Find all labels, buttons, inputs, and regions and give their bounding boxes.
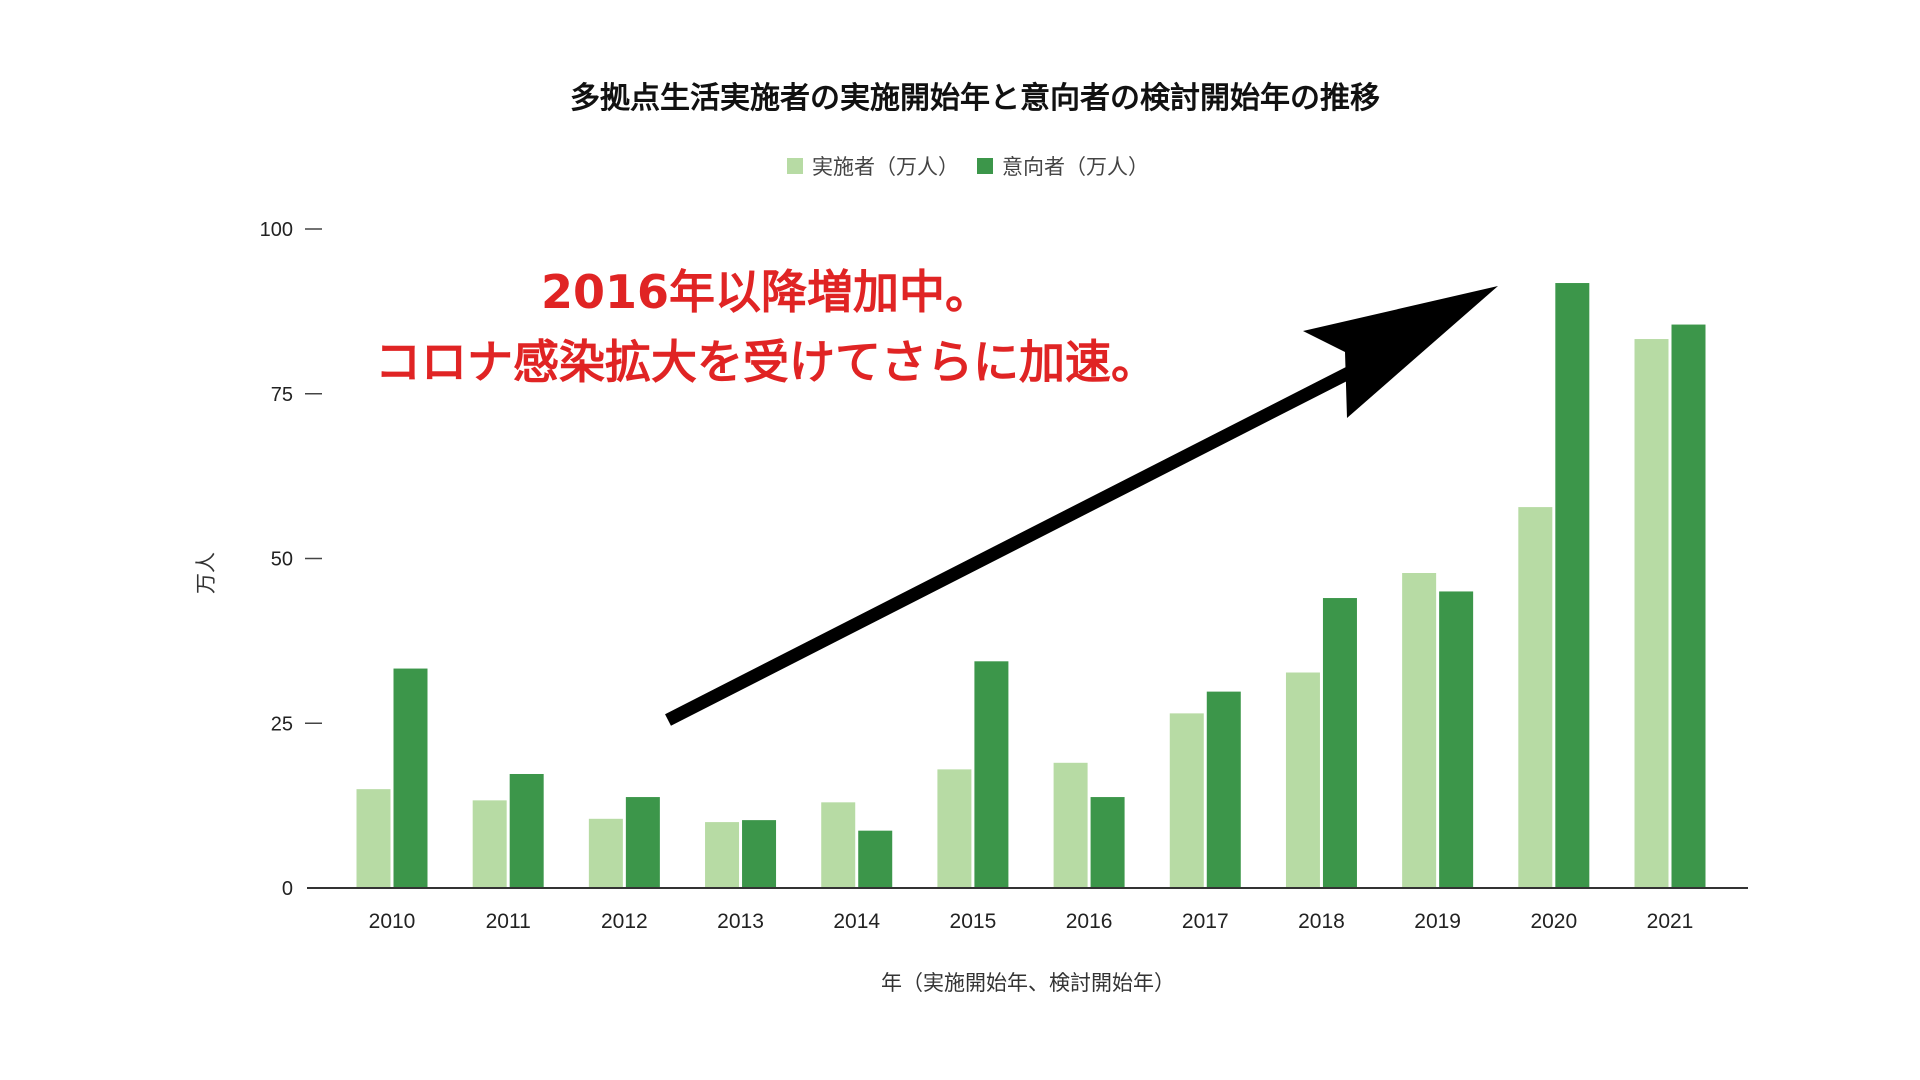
bar-2014-ikousha — [858, 830, 893, 888]
chart-title: 多拠点生活実施者の実施開始年と意向者の検討開始年の推移 — [570, 81, 1380, 116]
bars — [356, 283, 1706, 889]
bar-2017-ikousha — [1206, 691, 1241, 888]
y-tick-label-2: 50 — [271, 549, 293, 571]
bar-2010-ikousha — [393, 668, 428, 888]
y-tick-label-0: 0 — [282, 878, 293, 900]
bar-2011-jisshisha — [472, 800, 507, 888]
bar-2014-jisshisha — [821, 802, 856, 888]
bar-2017-jisshisha — [1169, 713, 1204, 888]
x-tick-label-2020: 2020 — [1530, 910, 1577, 933]
x-axis: 2010 2011 2012 2013 2014 2015 2016 2017 2018 2019… — [369, 910, 1694, 933]
bar-2019-ikousha — [1439, 591, 1474, 888]
bar-2016-jisshisha — [1053, 762, 1088, 888]
x-tick-label-2019: 2019 — [1414, 910, 1461, 933]
trend-arrow — [665, 286, 1498, 726]
legend-swatch-1 — [977, 158, 993, 174]
bar-2020-ikousha — [1555, 283, 1590, 889]
legend: 実施者（万人） 意向者（万人） — [787, 155, 1149, 179]
y-axis-title: 万人 — [194, 552, 218, 594]
bar-2011-ikousha — [509, 773, 544, 888]
x-tick-label-2013: 2013 — [717, 910, 764, 933]
bar-2012-ikousha — [625, 797, 660, 888]
y-axis: 0 25 50 75 100 — [260, 219, 322, 900]
x-tick-label-2015: 2015 — [950, 910, 997, 933]
x-tick-label-2014: 2014 — [833, 910, 880, 933]
x-tick-label-2017: 2017 — [1182, 910, 1229, 933]
x-tick-label-2018: 2018 — [1298, 910, 1345, 933]
legend-label-1: 意向者（万人） — [1002, 155, 1149, 179]
bar-2010-jisshisha — [356, 789, 391, 888]
y-tick-label-3: 75 — [271, 384, 293, 406]
bar-2019-jisshisha — [1402, 572, 1437, 888]
x-tick-label-2012: 2012 — [601, 910, 648, 933]
bar-2015-jisshisha — [937, 769, 972, 888]
x-axis-title: 年（実施開始年、検討開始年） — [881, 971, 1175, 995]
legend-swatch-0 — [787, 158, 803, 174]
y-tick-label-1: 25 — [271, 713, 293, 735]
x-tick-label-2021: 2021 — [1647, 910, 1694, 933]
bar-2015-ikousha — [974, 661, 1009, 888]
bar-2021-ikousha — [1671, 324, 1706, 888]
arrow-head — [1303, 286, 1498, 418]
annotation-line-1: 2016年以降増加中。 — [541, 265, 991, 319]
bar-2012-jisshisha — [588, 818, 623, 888]
bar-2020-jisshisha — [1518, 507, 1553, 888]
bar-2021-jisshisha — [1634, 339, 1669, 889]
bar-2013-ikousha — [742, 820, 777, 888]
arrow-shaft — [665, 355, 1375, 726]
bar-2013-jisshisha — [705, 822, 740, 888]
annotation-line-2: コロナ感染拡大を受けてさらに加速。 — [375, 335, 1157, 389]
x-tick-label-2010: 2010 — [369, 910, 416, 933]
annotation: 2016年以降増加中。 コロナ感染拡大を受けてさらに加速。 — [375, 265, 1157, 389]
x-tick-label-2016: 2016 — [1066, 910, 1113, 933]
bar-2018-jisshisha — [1285, 672, 1320, 888]
bar-2016-ikousha — [1090, 797, 1125, 888]
legend-label-0: 実施者（万人） — [812, 155, 959, 179]
y-tick-label-4: 100 — [260, 219, 293, 241]
x-tick-label-2011: 2011 — [486, 910, 531, 933]
bar-2018-ikousha — [1322, 598, 1357, 888]
